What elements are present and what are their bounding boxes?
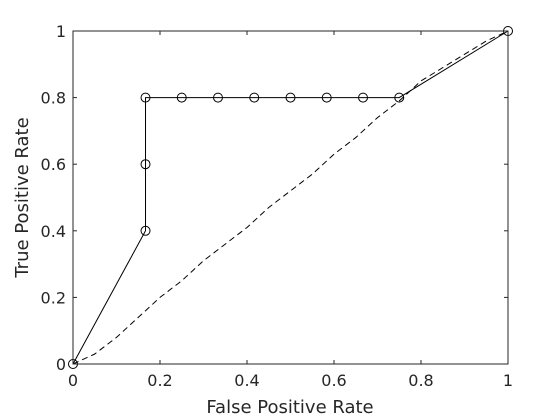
x-tick-label: 1 [503,371,513,390]
x-tick-label: 0.4 [234,371,259,390]
x-axis-label: False Positive Rate [206,397,373,418]
y-tick-label: 0.4 [41,222,66,241]
y-tick-label: 0 [56,355,66,374]
axes-box [72,30,509,365]
roc-point [321,92,332,103]
roc-point [140,159,151,170]
roc-point [249,92,260,103]
roc-point [140,225,151,236]
roc-point [176,92,187,103]
x-tick-label: 0 [68,371,78,390]
x-tick-label: 0.6 [321,371,346,390]
y-tick-label: 0.6 [41,155,66,174]
y-tick-label: 0.8 [41,89,66,108]
x-tick-label: 0.2 [147,371,172,390]
y-axis-label: True Positive Rate [12,117,33,278]
x-tick-label: 0.8 [408,371,433,390]
roc-point [394,92,405,103]
y-tick-label: 1 [56,22,66,41]
y-tick-label: 0.2 [41,288,66,307]
series-layer [68,26,513,369]
plot-area [73,31,508,364]
ticks-layer: 0 0.2 0.4 0.6 0.8 1 0 0.2 0.4 0.6 0.8 1 [41,22,514,390]
diagonal-reference-line [72,30,509,365]
roc-point [212,92,223,103]
roc-point [358,92,369,103]
roc-curve-line [72,30,509,365]
roc-point [285,92,296,103]
roc-point [140,92,151,103]
